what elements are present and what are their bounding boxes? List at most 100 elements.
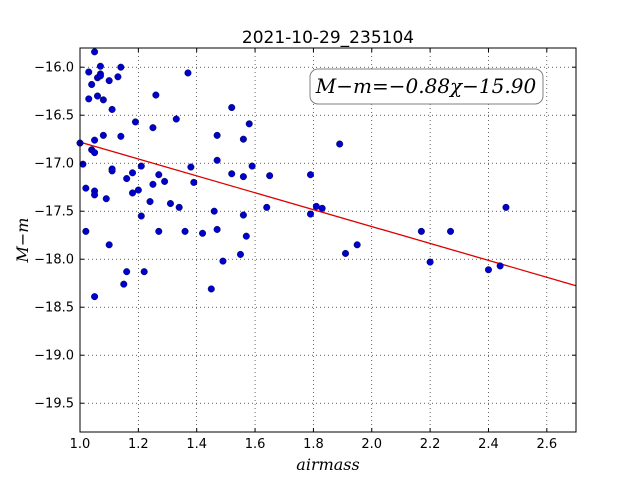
data-point bbox=[129, 189, 137, 197]
data-point bbox=[213, 156, 221, 164]
data-point bbox=[99, 131, 107, 139]
data-point bbox=[228, 170, 236, 178]
plot-frame bbox=[79, 47, 577, 433]
data-point bbox=[91, 191, 99, 199]
x-tick-label: 1.6 bbox=[245, 437, 266, 452]
data-point bbox=[82, 227, 90, 235]
data-point bbox=[123, 175, 131, 183]
data-point bbox=[306, 171, 314, 179]
data-point bbox=[85, 68, 93, 76]
data-point bbox=[248, 162, 256, 170]
data-point bbox=[199, 229, 207, 237]
data-point bbox=[149, 124, 157, 132]
fit-line bbox=[79, 141, 577, 287]
data-point bbox=[187, 163, 195, 171]
data-point bbox=[306, 210, 314, 218]
data-point bbox=[137, 162, 145, 170]
data-point bbox=[502, 203, 510, 211]
y-tick-label: −17.0 bbox=[34, 157, 74, 172]
data-point bbox=[426, 258, 434, 266]
data-point bbox=[190, 178, 198, 186]
data-point bbox=[228, 104, 236, 112]
data-point bbox=[94, 92, 102, 100]
data-point bbox=[134, 186, 142, 194]
data-point bbox=[149, 180, 157, 188]
data-point bbox=[123, 268, 131, 276]
data-point bbox=[120, 280, 128, 288]
data-point bbox=[245, 120, 253, 128]
data-point bbox=[152, 91, 160, 99]
fit-annotation-box bbox=[309, 68, 544, 105]
data-point bbox=[140, 268, 148, 276]
y-tick-label: −18.0 bbox=[34, 253, 74, 268]
data-point bbox=[417, 227, 425, 235]
data-point bbox=[117, 63, 125, 71]
data-point bbox=[213, 225, 221, 233]
data-point bbox=[91, 136, 99, 144]
grid bbox=[80, 48, 576, 432]
data-point bbox=[91, 293, 99, 301]
data-point bbox=[161, 177, 169, 185]
data-point bbox=[96, 72, 104, 80]
x-tick-label: 2.0 bbox=[361, 437, 382, 452]
data-point bbox=[219, 257, 227, 265]
data-point bbox=[85, 95, 93, 103]
data-point bbox=[353, 241, 361, 249]
data-point bbox=[114, 73, 122, 81]
x-tick-label: 1.2 bbox=[128, 437, 149, 452]
data-point bbox=[312, 202, 320, 210]
data-point bbox=[239, 211, 247, 219]
data-point bbox=[137, 212, 145, 220]
data-point bbox=[155, 227, 163, 235]
data-point bbox=[263, 203, 271, 211]
x-tick-label: 2.2 bbox=[420, 437, 441, 452]
data-point bbox=[447, 227, 455, 235]
data-points bbox=[76, 48, 510, 301]
data-point bbox=[88, 80, 96, 88]
data-point bbox=[166, 200, 174, 208]
data-point bbox=[172, 115, 180, 123]
data-point bbox=[131, 118, 139, 126]
data-point bbox=[91, 149, 99, 157]
data-point bbox=[242, 232, 250, 240]
y-tick-label: −17.5 bbox=[34, 205, 74, 220]
data-point bbox=[496, 262, 504, 270]
x-tick-label: 2.6 bbox=[536, 437, 557, 452]
data-point bbox=[117, 132, 125, 140]
data-point bbox=[210, 207, 218, 215]
data-point bbox=[175, 203, 183, 211]
x-axis-label: airmass bbox=[296, 455, 359, 474]
data-point bbox=[105, 77, 113, 85]
data-point bbox=[155, 171, 163, 179]
data-point bbox=[105, 241, 113, 249]
data-point bbox=[342, 249, 350, 257]
data-point bbox=[96, 62, 104, 70]
data-point bbox=[108, 167, 116, 175]
data-point bbox=[181, 227, 189, 235]
fit-annotation: M−m=−0.88χ−15.90 bbox=[315, 74, 537, 98]
data-point bbox=[146, 198, 154, 206]
y-tick-label: −18.5 bbox=[34, 301, 74, 316]
x-tick-label: 1.0 bbox=[70, 437, 91, 452]
axis-ticks: 1.0 1.2 1.4 1.6 1.8 2.0 2.2 2.4 2.6 −16.0 −16.5 −17… bbox=[34, 48, 576, 452]
data-point bbox=[79, 160, 87, 168]
data-point bbox=[99, 96, 107, 104]
data-point bbox=[484, 266, 492, 274]
data-point bbox=[318, 204, 326, 212]
chart-title: 2021-10-29_235104 bbox=[242, 28, 414, 48]
y-tick-label: −16.5 bbox=[34, 109, 74, 124]
x-tick-label: 1.4 bbox=[186, 437, 207, 452]
x-tick-label: 1.8 bbox=[303, 437, 324, 452]
data-point bbox=[129, 169, 137, 177]
data-point bbox=[102, 195, 110, 203]
fit-line-group bbox=[79, 141, 577, 287]
x-tick-label: 2.4 bbox=[478, 437, 499, 452]
data-point bbox=[82, 184, 90, 192]
data-point bbox=[91, 48, 99, 56]
data-point bbox=[239, 173, 247, 181]
y-tick-label: −19.5 bbox=[34, 397, 74, 412]
data-point bbox=[236, 250, 244, 258]
data-point bbox=[108, 105, 116, 113]
data-point bbox=[184, 69, 192, 77]
